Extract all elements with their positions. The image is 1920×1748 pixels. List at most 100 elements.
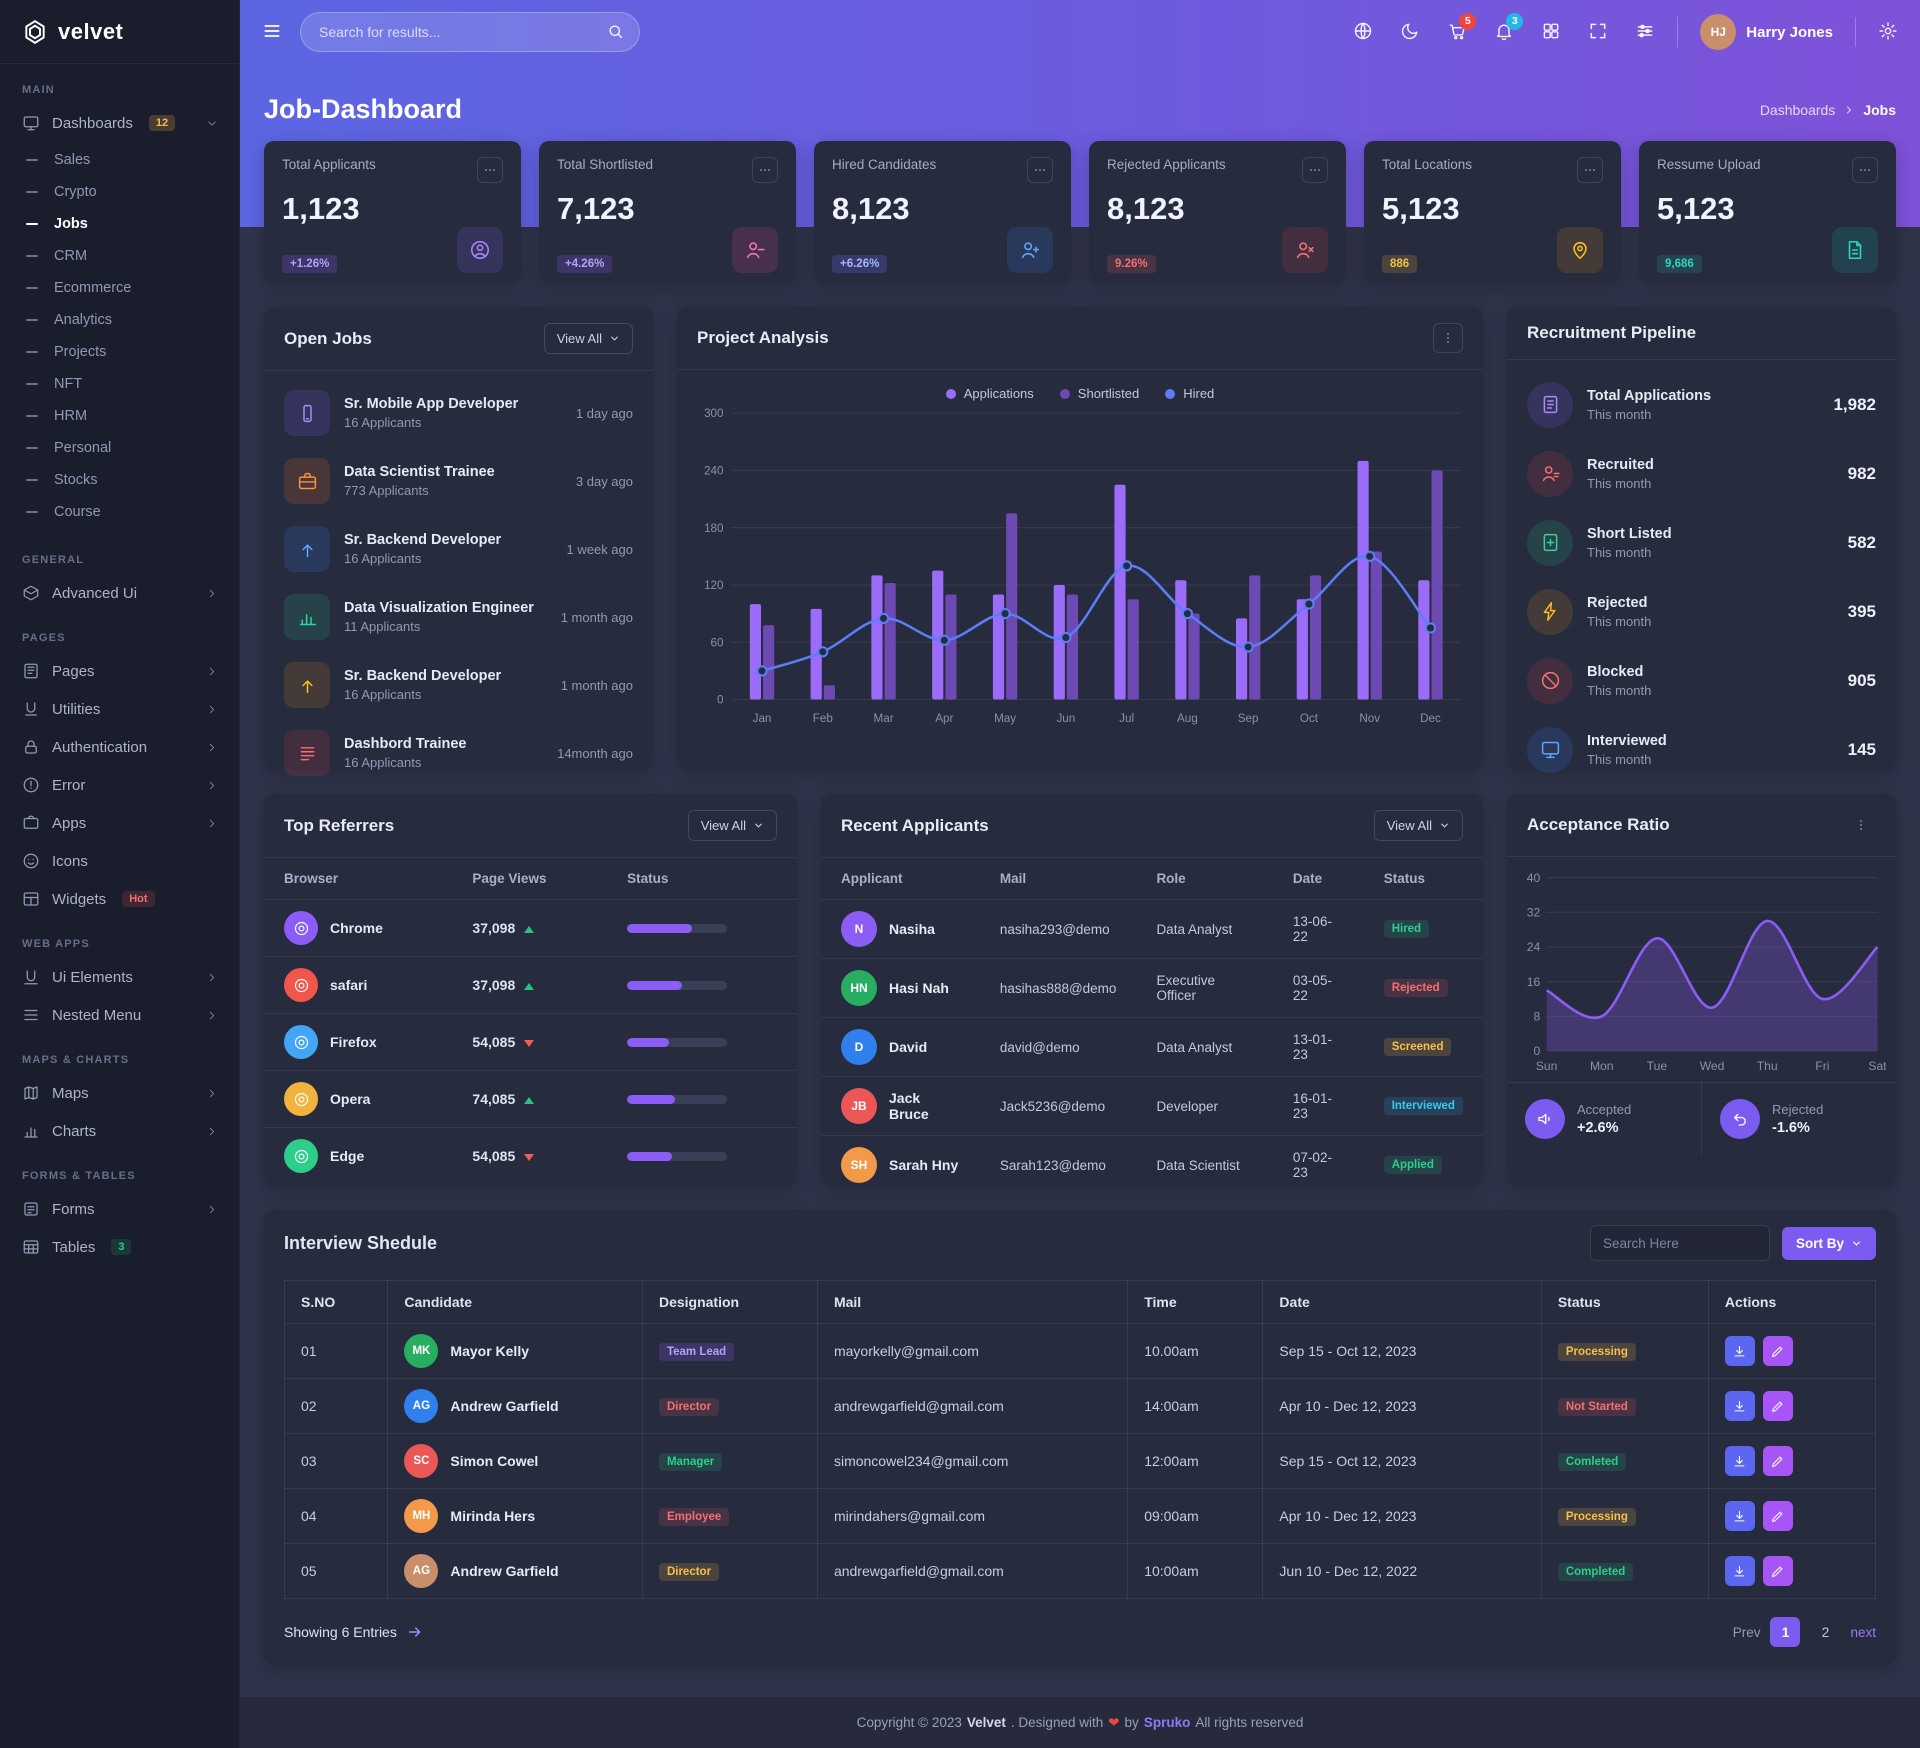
sidebar-item-tables[interactable]: Tables 3 [0,1228,239,1266]
edit-button[interactable] [1762,1556,1793,1586]
schedule-row[interactable]: 04 MH Mirinda Hers Employee mirindahers@g… [283,1488,1877,1544]
sidebar-item-nested-menu[interactable]: Nested Menu [0,996,239,1034]
pagination-next-button[interactable]: next [1850,1624,1876,1640]
cart-button[interactable]: 5 [1447,12,1477,44]
notifications-button[interactable]: 3 [1494,12,1524,44]
svg-text:Jun: Jun [1056,712,1075,725]
sidebar-item-advanced-ui[interactable]: Advanced Ui [0,574,239,612]
edit-button[interactable] [1762,1446,1793,1476]
open-job-item[interactable]: Sr. Mobile App Developer 16 Applicants 1 … [264,379,653,447]
top-referrers-view-all-button[interactable]: View All [687,810,777,841]
schedule-row[interactable]: 02 AG Andrew Garfield Director andrewgarf… [283,1378,1877,1434]
pipeline-item-short-listed: Short Listed This month 582 [1507,508,1896,577]
user-name: Harry Jones [1746,23,1833,41]
sidebar-subitem-sales[interactable]: Sales [0,144,239,176]
sidebar-item-authentication[interactable]: Authentication [0,728,239,766]
applicant-row[interactable]: SH Sarah Hny Sarah123@demo Data Scientist 0… [821,1136,1483,1195]
download-button[interactable] [1724,1501,1755,1531]
sidebar-item-ui-elements[interactable]: Ui Elements [0,958,239,996]
sidebar-item-maps[interactable]: Maps [0,1074,239,1112]
sidebar-item-widgets[interactable]: Widgets Hot [0,880,239,918]
stat-menu-button[interactable] [1027,157,1053,183]
project-analysis-title: Project Analysis [697,328,829,347]
sort-by-button[interactable]: Sort By [1781,1226,1876,1260]
sidebar-subitem-hrm[interactable]: HRM [0,400,239,432]
sidebar-item-charts[interactable]: Charts [0,1112,239,1150]
interview-schedule-table: S.NO Candidate Designation Mail Time Dat… [283,1280,1877,1599]
apps-grid-button[interactable] [1541,21,1561,44]
schedule-row[interactable]: 01 MK Mayor Kelly Team Lead mayorkelly@gm… [283,1323,1877,1379]
pagination-page-1-button[interactable]: 1 [1770,1617,1801,1647]
language-globe-button[interactable] [1353,21,1373,44]
open-job-item[interactable]: Dashbord Trainee 16 Applicants 14month ag… [264,719,653,787]
main-area: 5 3 HJ Harry Jones [240,0,1920,1748]
sidebar-subitem-course[interactable]: Course [0,496,239,528]
download-icon [1734,1455,1745,1466]
referrer-row[interactable]: Opera 74,085 [264,1070,797,1128]
applicant-row[interactable]: D David david@demo Data Analyst 13-01-23 Sc… [821,1017,1483,1077]
breadcrumb-parent[interactable]: Dashboards [1759,102,1836,118]
schedule-row[interactable]: 03 SC Simon Cowel Manager simoncowel234@g… [283,1433,1877,1489]
project-analysis-menu-button[interactable] [1433,323,1463,353]
status-badge: Processing [1557,1507,1636,1526]
search-input[interactable] [300,12,640,52]
pagination-page-2-button[interactable]: 2 [1810,1617,1840,1647]
applicant-row[interactable]: N Nasiha nasiha293@demo Data Analyst 13-06-… [821,899,1483,959]
referrer-row[interactable]: Chrome 37,098 [264,899,797,957]
sidebar-toggle-button[interactable] [262,21,282,44]
schedule-search-input[interactable] [1589,1225,1770,1261]
stat-menu-button[interactable] [1852,157,1878,183]
open-job-item[interactable]: Sr. Backend Developer 16 Applicants 1 mon… [264,651,653,719]
column-header: Page Views [452,858,608,900]
sidebar-subitem-projects[interactable]: Projects [0,336,239,368]
settings-sliders-button[interactable] [1635,21,1655,44]
open-job-item[interactable]: Data Scientist Trainee 773 Applicants 3 d… [264,447,653,515]
sidebar-subitem-analytics[interactable]: Analytics [0,304,239,336]
schedule-row[interactable]: 05 AG Andrew Garfield Director andrewgarf… [283,1543,1877,1599]
edit-button[interactable] [1762,1501,1793,1531]
sidebar-item-icons[interactable]: Icons [0,842,239,880]
download-button[interactable] [1724,1556,1755,1586]
sidebar-item-apps[interactable]: Apps [0,804,239,842]
fullscreen-button[interactable] [1588,21,1608,44]
open-job-item[interactable]: Data Visualization Engineer 11 Applicants… [264,583,653,651]
sidebar-subitem-jobs[interactable]: Jobs [0,208,239,240]
acceptance-ratio-menu-button[interactable] [1846,810,1876,840]
chevron-down-icon [611,336,618,341]
sidebar-subitem-personal[interactable]: Personal [0,432,239,464]
dark-mode-button[interactable] [1400,21,1420,44]
referrer-row[interactable]: safari 37,098 [264,956,797,1014]
applicant-row[interactable]: HN Hasi Nah hasihas888@demo Executive Offi… [821,958,1483,1018]
search-icon[interactable] [607,23,624,40]
sidebar-subitem-ecommerce[interactable]: Ecommerce [0,272,239,304]
download-button[interactable] [1724,1446,1755,1476]
brand-logo[interactable]: velvet [0,0,239,64]
sidebar-item-utilities[interactable]: Utilities [0,690,239,728]
open-job-item[interactable]: Sr. Backend Developer 16 Applicants 1 wee… [264,515,653,583]
download-button[interactable] [1724,1391,1755,1421]
sidebar-item-forms[interactable]: Forms [0,1190,239,1228]
stat-menu-button[interactable] [752,157,778,183]
stat-menu-button[interactable] [1577,157,1603,183]
sidebar-subitem-stocks[interactable]: Stocks [0,464,239,496]
sidebar-item-dashboards[interactable]: Dashboards 12 [0,104,239,142]
sidebar-item-error[interactable]: Error [0,766,239,804]
sidebar-subitem-crm[interactable]: CRM [0,240,239,272]
vendor-link[interactable]: Spruko [1143,1715,1191,1730]
sidebar-subitem-nft[interactable]: NFT [0,368,239,400]
download-button[interactable] [1724,1336,1755,1366]
referrer-row[interactable]: Edge 54,085 [264,1128,797,1185]
theme-settings-button[interactable] [1878,21,1898,44]
edit-button[interactable] [1762,1336,1793,1366]
referrer-row[interactable]: Firefox 54,085 [264,1013,797,1071]
recent-applicants-view-all-button[interactable]: View All [1373,810,1463,841]
stat-menu-button[interactable] [477,157,503,183]
applicant-row[interactable]: JB Jack Bruce Jack5236@demo Developer 16-01… [821,1076,1483,1136]
sidebar-item-pages[interactable]: Pages [0,652,239,690]
sidebar-subitem-crypto[interactable]: Crypto [0,176,239,208]
edit-button[interactable] [1762,1391,1793,1421]
pagination-prev-button[interactable]: Prev [1732,1624,1761,1640]
user-menu[interactable]: HJ Harry Jones [1700,14,1833,50]
open-jobs-view-all-button[interactable]: View All [543,323,633,354]
stat-menu-button[interactable] [1302,157,1328,183]
